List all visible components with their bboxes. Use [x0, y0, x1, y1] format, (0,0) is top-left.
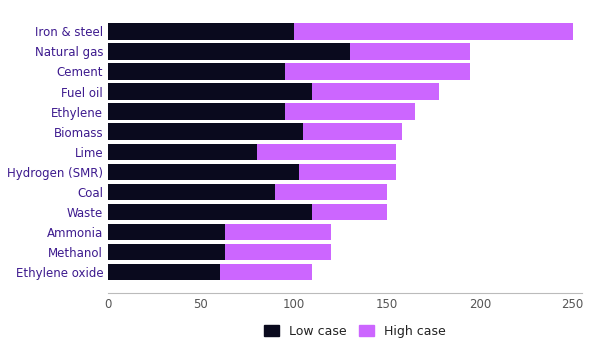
Bar [108, 204, 387, 220]
Bar [108, 83, 439, 100]
Bar [108, 144, 396, 160]
Bar [108, 244, 225, 260]
Bar [108, 23, 294, 40]
Bar [108, 123, 401, 140]
Bar [108, 184, 275, 200]
Bar [108, 103, 415, 120]
Bar [108, 23, 573, 40]
Bar [108, 164, 396, 180]
Bar [108, 184, 387, 200]
Bar [108, 43, 350, 60]
Bar [108, 43, 470, 60]
Bar [108, 63, 284, 80]
Legend: Low case, High case: Low case, High case [263, 325, 445, 338]
Bar [108, 83, 313, 100]
Bar [108, 144, 257, 160]
Bar [108, 103, 284, 120]
Bar [108, 63, 470, 80]
Bar [108, 264, 313, 280]
Bar [108, 264, 220, 280]
Bar [108, 224, 225, 240]
Bar [108, 204, 313, 220]
Bar [108, 123, 303, 140]
Bar [108, 224, 331, 240]
Bar [108, 244, 331, 260]
Bar [108, 164, 299, 180]
